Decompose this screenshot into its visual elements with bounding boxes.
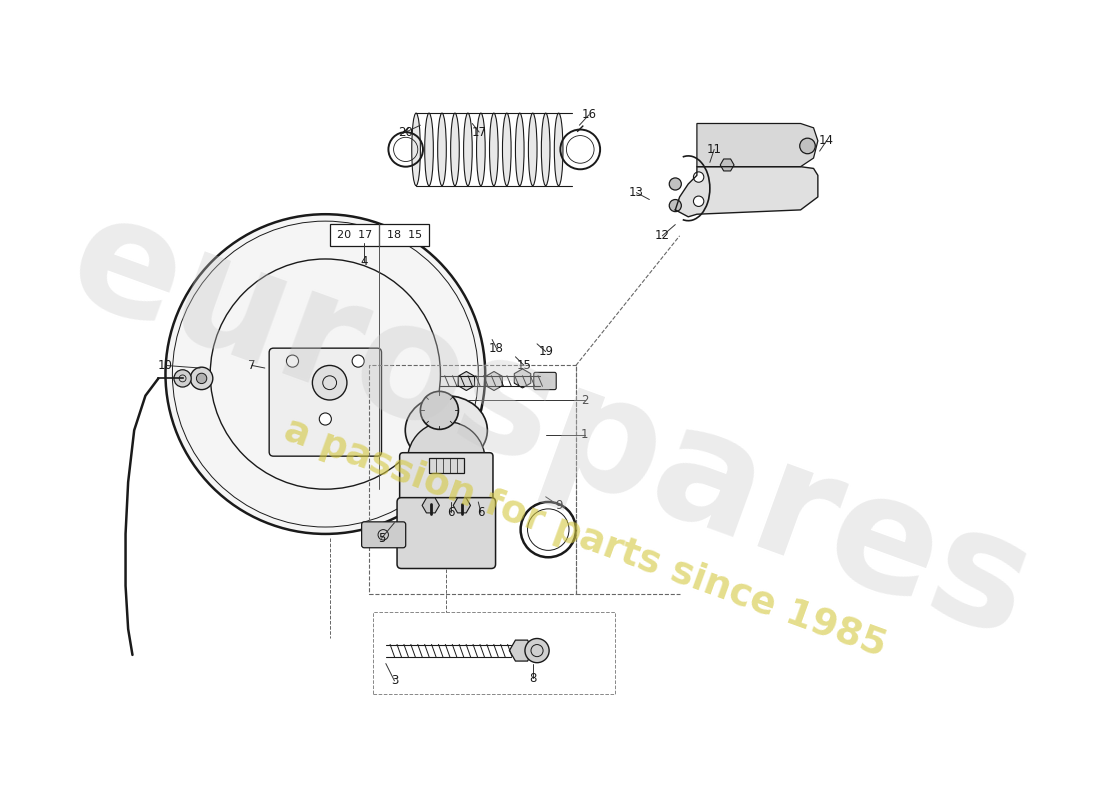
Ellipse shape [405, 396, 487, 465]
Ellipse shape [503, 113, 512, 186]
Circle shape [174, 370, 191, 387]
Text: 9: 9 [554, 499, 562, 512]
Text: 20: 20 [398, 126, 414, 138]
Circle shape [407, 422, 485, 499]
Text: 16: 16 [582, 108, 596, 122]
Text: 19: 19 [538, 345, 553, 358]
Ellipse shape [554, 113, 563, 186]
Text: 6: 6 [477, 506, 485, 519]
Circle shape [165, 214, 485, 534]
Text: 7: 7 [249, 359, 255, 372]
Polygon shape [675, 166, 818, 217]
Circle shape [190, 367, 212, 390]
Circle shape [800, 138, 815, 154]
Ellipse shape [411, 113, 420, 186]
Ellipse shape [438, 113, 447, 186]
Text: 13: 13 [629, 186, 644, 199]
Circle shape [525, 638, 549, 662]
Text: 18  15: 18 15 [386, 230, 421, 240]
FancyBboxPatch shape [534, 372, 557, 390]
Text: 8: 8 [529, 672, 537, 685]
Text: eurospares: eurospares [50, 180, 1050, 671]
Circle shape [197, 374, 207, 383]
Ellipse shape [425, 113, 433, 186]
FancyBboxPatch shape [397, 498, 496, 569]
Text: 6: 6 [447, 506, 454, 519]
Text: 5: 5 [377, 532, 385, 545]
Circle shape [312, 366, 346, 400]
Text: 17: 17 [472, 126, 486, 138]
Circle shape [319, 413, 331, 425]
Text: 4: 4 [361, 255, 368, 268]
Circle shape [669, 199, 681, 212]
Ellipse shape [476, 113, 485, 186]
Ellipse shape [528, 113, 537, 186]
Circle shape [669, 178, 681, 190]
Text: 20  17: 20 17 [337, 230, 372, 240]
Text: 18: 18 [490, 342, 504, 354]
Text: 3: 3 [390, 674, 398, 687]
Circle shape [352, 355, 364, 367]
Text: 12: 12 [654, 230, 670, 242]
Circle shape [420, 391, 459, 430]
FancyBboxPatch shape [399, 453, 493, 507]
Text: 11: 11 [706, 143, 722, 156]
FancyBboxPatch shape [270, 348, 382, 456]
Bar [373, 612, 615, 694]
Text: 2: 2 [581, 394, 589, 406]
Polygon shape [697, 123, 818, 166]
Text: 14: 14 [820, 134, 834, 147]
Circle shape [286, 355, 298, 367]
FancyBboxPatch shape [362, 522, 406, 548]
Text: 1: 1 [581, 428, 589, 441]
Ellipse shape [451, 113, 460, 186]
Ellipse shape [516, 113, 524, 186]
Text: a passion for parts since 1985: a passion for parts since 1985 [278, 412, 891, 664]
Text: 10: 10 [158, 359, 173, 372]
Ellipse shape [463, 113, 472, 186]
Bar [330, 224, 429, 246]
Bar [368, 366, 576, 594]
Circle shape [693, 196, 704, 206]
Ellipse shape [490, 113, 498, 186]
Circle shape [693, 172, 704, 182]
Text: 15: 15 [517, 359, 531, 372]
Bar [429, 458, 463, 474]
Ellipse shape [541, 113, 550, 186]
